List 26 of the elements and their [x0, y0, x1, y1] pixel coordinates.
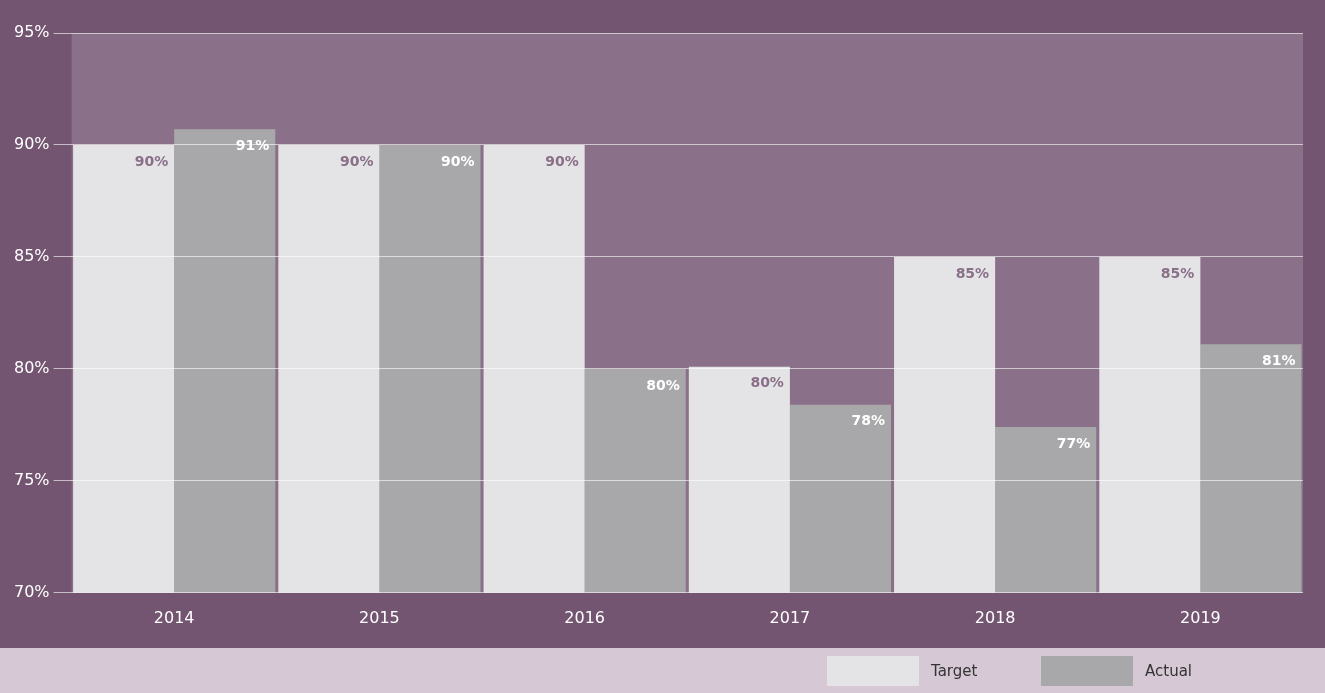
data-label: 90%	[134, 152, 169, 169]
x-tick-label: 2018	[974, 607, 1016, 627]
data-label: 90%	[339, 152, 374, 169]
data-label: 90%	[545, 152, 579, 169]
y-tick-label: 75%	[14, 470, 50, 489]
y-tick-label: 85%	[14, 246, 50, 266]
x-tick-label: 2015	[359, 607, 400, 627]
y-tick-label: 70%	[14, 581, 50, 601]
data-label: 90%	[440, 152, 475, 169]
data-label: 78%	[851, 412, 885, 429]
y-tick-label: 90%	[14, 134, 50, 154]
series-label: Actual	[1145, 661, 1193, 680]
y-tick-label: 95%	[14, 22, 50, 42]
x-tick-label: 2019	[1180, 607, 1221, 627]
x-tick-label: 2017	[769, 607, 811, 627]
x-tick-label: 2014	[153, 607, 195, 627]
data-label: 91%	[235, 136, 270, 153]
data-label: 80%	[750, 374, 784, 391]
data-label: 81%	[1261, 351, 1296, 368]
y-tick-label: 80%	[14, 358, 50, 378]
x-tick-label: 2016	[564, 607, 606, 627]
data-label: 80%	[646, 376, 680, 393]
data-label: 85%	[1160, 264, 1195, 281]
series-label: Target	[931, 661, 979, 680]
data-label: 77%	[1056, 434, 1091, 451]
data-label: 85%	[955, 264, 990, 281]
